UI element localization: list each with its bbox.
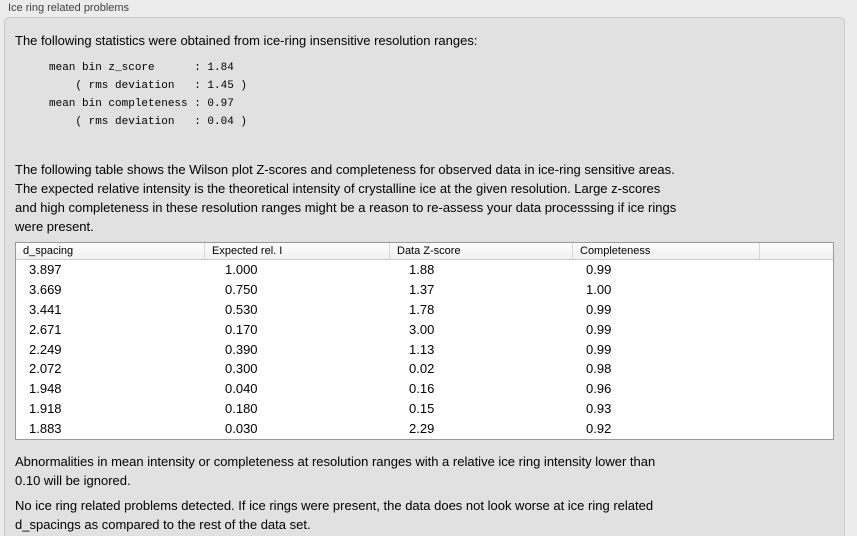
table-cell — [759, 379, 833, 399]
table-row[interactable]: 3.441 0.530 1.78 0.99 — [16, 300, 833, 320]
table-cell — [759, 340, 833, 360]
table-cell: 1.37 — [409, 281, 435, 297]
table-cell: 1.948 — [29, 381, 62, 397]
table-cell: 0.99 — [586, 341, 612, 357]
table-row[interactable]: 1.883 0.030 2.29 0.92 — [16, 419, 833, 439]
table-cell: 0.02 — [409, 361, 435, 377]
conclusion-text: No ice ring related problems detected. I… — [15, 498, 654, 533]
table-cell: 0.040 — [225, 381, 258, 397]
table-cell: 0.170 — [225, 321, 258, 337]
table-cell: 0.530 — [225, 301, 258, 317]
table-cell: 1.00 — [586, 281, 612, 297]
table-cell: 3.441 — [29, 301, 62, 317]
table-cell: 2.671 — [29, 321, 62, 337]
table-cell: 1.78 — [409, 301, 435, 317]
table-cell: 0.180 — [225, 401, 258, 417]
table-cell: 2.072 — [29, 361, 62, 377]
table-cell: 0.16 — [409, 381, 435, 397]
table-cell — [759, 359, 833, 379]
table-row[interactable]: 2.671 0.170 3.00 0.99 — [16, 320, 833, 340]
table-row[interactable]: 1.948 0.040 0.16 0.96 — [16, 379, 833, 399]
table-cell: 1.13 — [409, 341, 435, 357]
table-cell — [759, 320, 833, 340]
table-description: The following table shows the Wilson plo… — [15, 162, 677, 234]
stats-block: mean bin z_score : 1.84 ( rms deviation … — [49, 62, 248, 128]
column-header-completeness[interactable]: Completeness — [572, 243, 759, 259]
table-cell: 0.99 — [586, 321, 612, 337]
table-cell: 0.300 — [225, 361, 258, 377]
table-cell — [759, 399, 833, 419]
table-cell — [759, 300, 833, 320]
table-row[interactable]: 3.669 0.750 1.37 1.00 — [16, 280, 833, 300]
table-cell: 1.918 — [29, 401, 62, 417]
column-header-d-spacing[interactable]: d_spacing — [23, 245, 74, 257]
table-cell: 2.29 — [409, 421, 435, 437]
table-row[interactable]: 3.897 1.000 1.88 0.99 — [16, 260, 833, 280]
table-cell: 1.000 — [225, 262, 258, 277]
column-header-empty[interactable] — [759, 243, 833, 259]
table-cell — [759, 419, 833, 439]
table-cell — [759, 260, 833, 280]
panel-title: Ice ring related problems — [8, 2, 130, 14]
table-cell: 0.750 — [225, 281, 258, 297]
table-cell: 3.00 — [409, 321, 435, 337]
table-cell: 0.390 — [225, 341, 258, 357]
table-cell: 0.030 — [225, 421, 258, 437]
table-row[interactable]: 1.918 0.180 0.15 0.93 — [16, 399, 833, 419]
column-header-expected-rel-i[interactable]: Expected rel. I — [204, 243, 389, 259]
table-cell: 1.88 — [409, 262, 435, 277]
table-cell: 0.96 — [586, 381, 612, 397]
table-cell: 0.98 — [586, 361, 612, 377]
table-cell: 3.897 — [29, 262, 62, 277]
table-cell: 0.99 — [586, 301, 612, 317]
table-row[interactable]: 2.072 0.300 0.02 0.98 — [16, 359, 833, 379]
table-cell: 0.99 — [586, 262, 612, 277]
table-cell: 2.249 — [29, 341, 62, 357]
ice-ring-table[interactable]: d_spacing Expected rel. I Data Z-score Comp… — [15, 242, 834, 441]
ignore-note: Abnormalities in mean intensity or compl… — [15, 454, 656, 489]
table-cell: 1.883 — [29, 421, 62, 437]
table-header: d_spacing Expected rel. I Data Z-score Comp… — [16, 243, 833, 260]
table-cell: 0.15 — [409, 401, 435, 417]
table-cell: 0.92 — [586, 421, 612, 437]
column-header-data-z-score[interactable]: Data Z-score — [389, 243, 572, 259]
table-body: 3.897 1.000 1.88 0.99 3.669 0.750 1.37 1.00 3.44… — [16, 260, 833, 439]
table-cell: 3.669 — [29, 281, 62, 297]
intro-text: The following statistics were obtained f… — [15, 33, 478, 48]
table-cell — [759, 280, 833, 300]
panel-body: The following statistics were obtained f… — [4, 17, 845, 536]
table-cell: 0.93 — [586, 401, 612, 417]
table-row[interactable]: 2.249 0.390 1.13 0.99 — [16, 340, 833, 360]
